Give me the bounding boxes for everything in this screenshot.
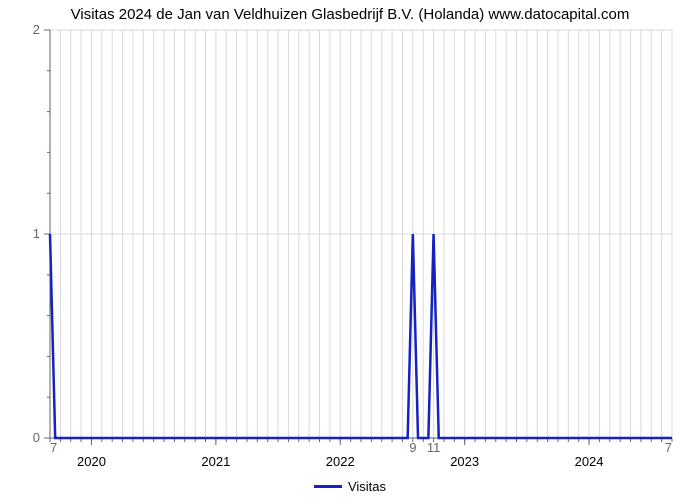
svg-text:2024: 2024 xyxy=(575,454,604,469)
svg-text:2: 2 xyxy=(33,22,40,37)
legend-swatch xyxy=(314,485,342,488)
svg-text:9: 9 xyxy=(409,440,416,455)
svg-text:7: 7 xyxy=(665,440,672,455)
svg-text:7: 7 xyxy=(50,440,57,455)
legend-label: Visitas xyxy=(348,479,386,494)
chart-legend: Visitas xyxy=(0,478,700,494)
chart-container: Visitas 2024 de Jan van Veldhuizen Glasb… xyxy=(0,0,700,500)
svg-text:1: 1 xyxy=(33,226,40,241)
svg-text:0: 0 xyxy=(33,430,40,445)
svg-text:2020: 2020 xyxy=(77,454,106,469)
svg-text:2021: 2021 xyxy=(201,454,230,469)
svg-text:2022: 2022 xyxy=(326,454,355,469)
chart-plot: 0 1 2 2020 2021 2022 2023 2024 7 9 11 7 xyxy=(0,0,700,500)
svg-text:11: 11 xyxy=(427,440,441,455)
svg-text:2023: 2023 xyxy=(450,454,479,469)
